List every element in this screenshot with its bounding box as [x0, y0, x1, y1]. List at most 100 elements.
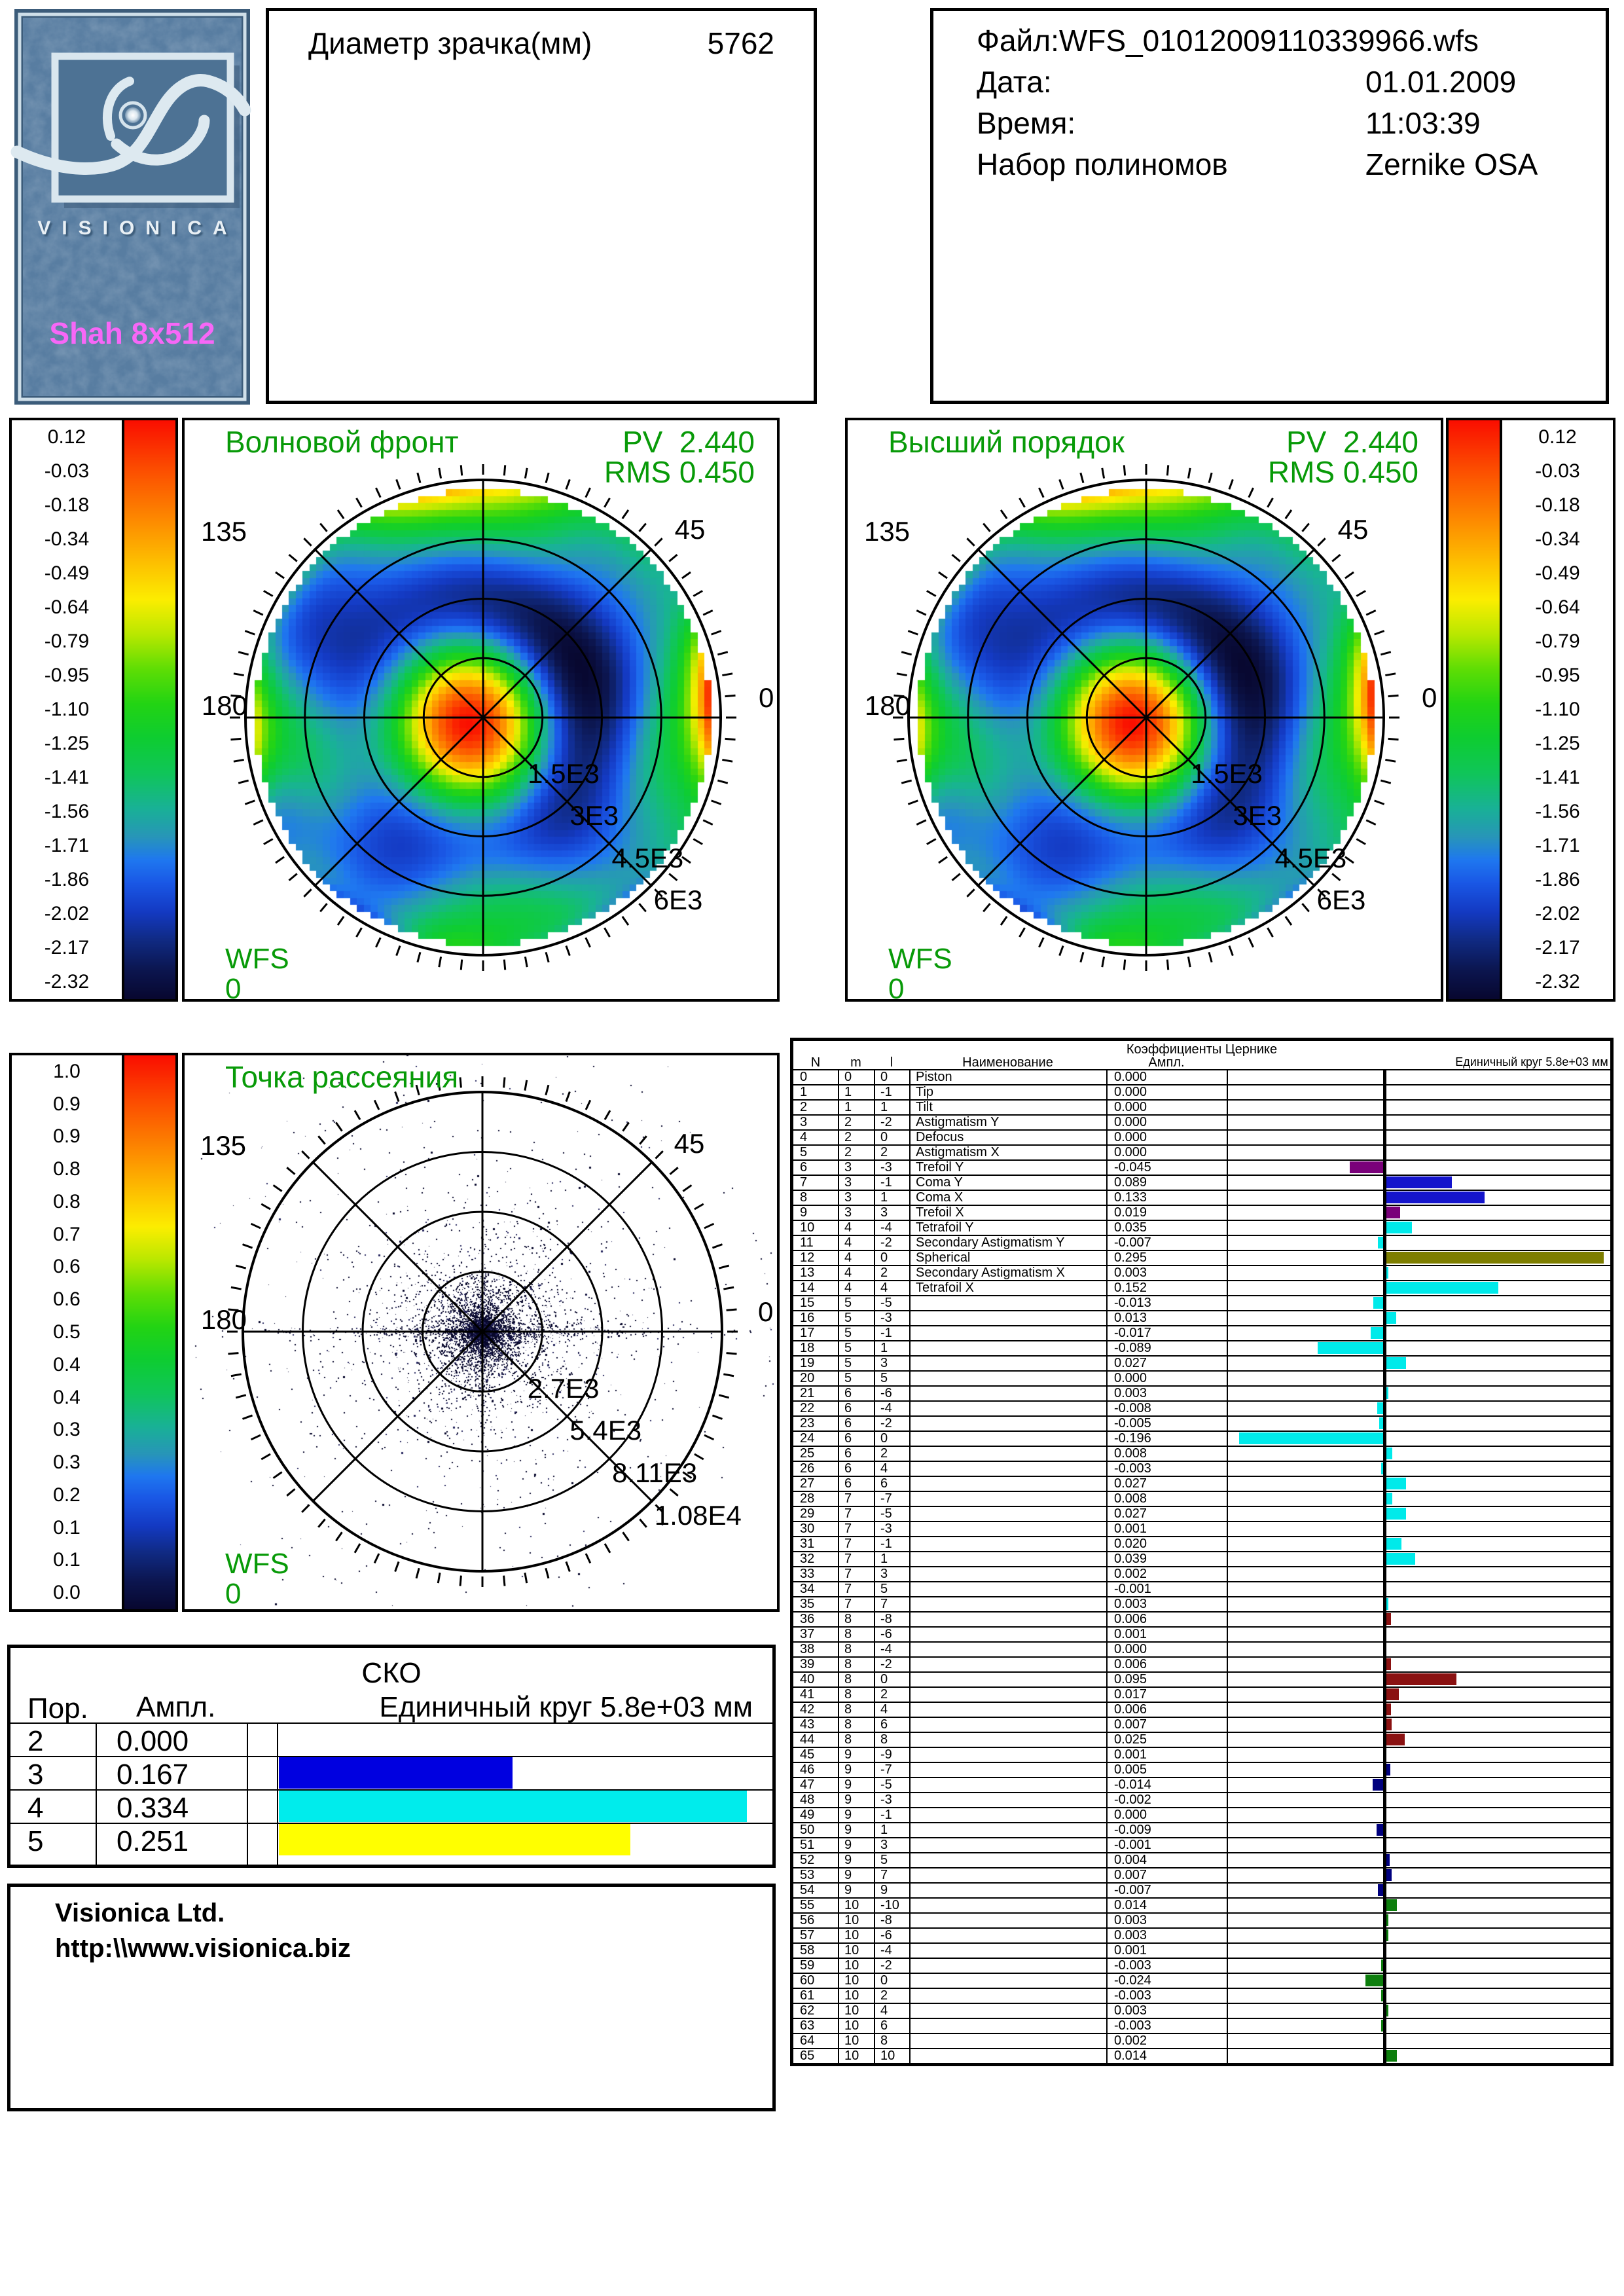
zernike-cell-m: 9: [844, 1883, 852, 1897]
zernike-cell-l: 5: [880, 1853, 888, 1867]
zernike-row: 4 2 0 Defocus 0.000: [793, 1129, 1610, 1144]
zernike-row: 55 10 -10 0.014: [793, 1897, 1610, 1912]
zernike-row: 53 9 7 0.007: [793, 1867, 1610, 1882]
zernike-cell-name: Tilt: [916, 1100, 933, 1114]
higher-order-colorbar-tick: -0.03: [1535, 460, 1580, 482]
zernike-cell-m: 6: [844, 1416, 852, 1430]
zernike-col-header: Единичный круг 5.8е+03 мм: [1455, 1055, 1608, 1068]
spot-colorbar-tick: 0.4: [53, 1386, 81, 1408]
spot-diagram-angle-label: 0: [758, 1296, 774, 1327]
zernike-bar: [1386, 1252, 1604, 1264]
zernike-row: 31 7 -1 0.020: [793, 1536, 1610, 1551]
wavefront-colorbar-tick: -1.10: [44, 699, 90, 720]
higher-order-colorbar-tick: -0.49: [1535, 562, 1580, 584]
zernike-grid-hline: [793, 1506, 1610, 1507]
wavefront-colorbar-tick: -2.02: [44, 903, 90, 924]
zernike-cell-n: 58: [800, 1943, 815, 1958]
zernike-cell-m: 9: [844, 1747, 852, 1762]
zernike-bar: [1378, 1884, 1383, 1896]
sko-col-order-header: Пор.: [27, 1692, 88, 1724]
zernike-row: 54 9 9 -0.007: [793, 1882, 1610, 1897]
zernike-cell-ampl: -0.008: [1114, 1401, 1151, 1415]
zernike-cell-l: -2: [880, 1115, 892, 1129]
zernike-bar: [1386, 1914, 1389, 1926]
zernike-row: 1 1 -1 Tip 0.000: [793, 1084, 1610, 1099]
zernike-bar: [1386, 1493, 1392, 1504]
zernike-cell-m: 5: [844, 1341, 852, 1355]
zernike-cell-m: 5: [844, 1326, 852, 1340]
zernike-cell-l: -2: [880, 1235, 892, 1250]
zernike-row: 63 10 6 -0.003: [793, 2018, 1610, 2033]
zernike-cell-n: 39: [800, 1657, 815, 1671]
zernike-row: 58 10 -4 0.001: [793, 1942, 1610, 1958]
zernike-cell-l: 4: [880, 2003, 888, 2018]
zernike-cell-ampl: 0.002: [1114, 1567, 1147, 1581]
zernike-cell-n: 49: [800, 1808, 815, 1822]
wavefront-map-grid: [230, 464, 736, 971]
zernike-grid-hline: [793, 1461, 1610, 1462]
zernike-row: 17 5 -1 -0.017: [793, 1325, 1610, 1340]
higher-order-map-grid: [893, 464, 1399, 971]
zernike-cell-name: Trefoil X: [916, 1205, 964, 1220]
zernike-grid-hline: [793, 1822, 1610, 1823]
zernike-cell-m: 10: [844, 1973, 859, 1988]
spot-diagram-angle-label: 45: [674, 1128, 705, 1159]
zernike-cell-ampl: 0.000: [1114, 1130, 1147, 1144]
zernike-cell-name: Coma X: [916, 1190, 964, 1205]
zernike-cell-n: 51: [800, 1838, 815, 1852]
zernike-bar: [1386, 1869, 1392, 1881]
zernike-bar: [1386, 1387, 1389, 1399]
zernike-grid-hline: [793, 1973, 1610, 1974]
zernike-cell-l: 0: [880, 1250, 888, 1265]
wavefront-map-ring-label: 6E3: [653, 884, 703, 915]
zernike-bar: [1386, 1658, 1391, 1670]
zernike-grid-hline: [793, 1205, 1610, 1206]
zernike-grid-hline: [793, 1988, 1610, 1989]
zernike-cell-l: -8: [880, 1913, 892, 1927]
higher-order-colorbar-tick: -0.64: [1535, 596, 1580, 618]
file-label: Файл:: [977, 24, 1059, 58]
footer-company: Visionica Ltd.: [55, 1899, 225, 1927]
zernike-cell-l: 3: [880, 1838, 888, 1852]
zernike-bar: [1386, 1764, 1390, 1776]
sko-row-ampl: 0.251: [117, 1825, 189, 1857]
zernike-row: 42 8 4 0.006: [793, 1702, 1610, 1717]
spot-colorbar-tick: 0.6: [53, 1256, 81, 1278]
zernike-row: 39 8 -2 0.006: [793, 1656, 1610, 1671]
zernike-grid-hline: [793, 1280, 1610, 1281]
zernike-cell-l: 4: [880, 1461, 888, 1476]
wavefront-colorbar-tick: -1.71: [44, 835, 90, 856]
higher-order-map-ring-label: 3E3: [1233, 800, 1282, 831]
zernike-cell-ampl: -0.003: [1114, 1988, 1151, 2003]
zernike-cell-name: Coma Y: [916, 1175, 963, 1190]
zernike-cell-ampl: -0.003: [1114, 1958, 1151, 1973]
zernike-grid-hline: [793, 1927, 1610, 1929]
zernike-row: 28 7 -7 0.008: [793, 1491, 1610, 1506]
zernike-row: 51 9 3 -0.001: [793, 1837, 1610, 1852]
zernike-cell-ampl: 0.004: [1114, 1853, 1147, 1867]
zernike-cell-l: -1: [880, 1537, 892, 1551]
zernike-cell-l: 2: [880, 1446, 888, 1461]
zernike-row: 64 10 8 0.002: [793, 2033, 1610, 2048]
sko-row-order: 4: [27, 1792, 44, 1824]
zernike-cell-l: 6: [880, 1476, 888, 1491]
zernike-cell-ampl: -0.001: [1114, 1582, 1151, 1596]
zernike-cell-ampl: 0.035: [1114, 1220, 1147, 1235]
wavefront-colorbar-tick: -0.49: [44, 562, 90, 584]
zernike-row: 47 9 -5 -0.014: [793, 1777, 1610, 1792]
spot-diagram: Точка рассеяния WFS 0 135 45 180 0 2.7E3 5.4E3 8.…: [182, 1053, 780, 1612]
zernike-row: 26 6 4 -0.003: [793, 1461, 1610, 1476]
higher-order-map-angle-label: 0: [1422, 682, 1437, 713]
zernike-cell-m: 6: [844, 1401, 852, 1415]
file-value: WFS_01012009110339966.wfs: [1058, 24, 1479, 58]
zernike-cell-m: 8: [844, 1672, 852, 1686]
higher-order-map-angle-label: 135: [863, 516, 911, 547]
zernike-grid-hline: [793, 1777, 1610, 1778]
zernike-cell-m: 10: [844, 2018, 859, 2033]
zernike-cell-n: 60: [800, 1973, 815, 1988]
zernike-cell-l: -3: [880, 1311, 892, 1325]
zernike-grid-hline: [793, 1190, 1610, 1191]
zernike-bar: [1386, 1719, 1392, 1730]
zernike-cell-m: 9: [844, 1777, 852, 1792]
